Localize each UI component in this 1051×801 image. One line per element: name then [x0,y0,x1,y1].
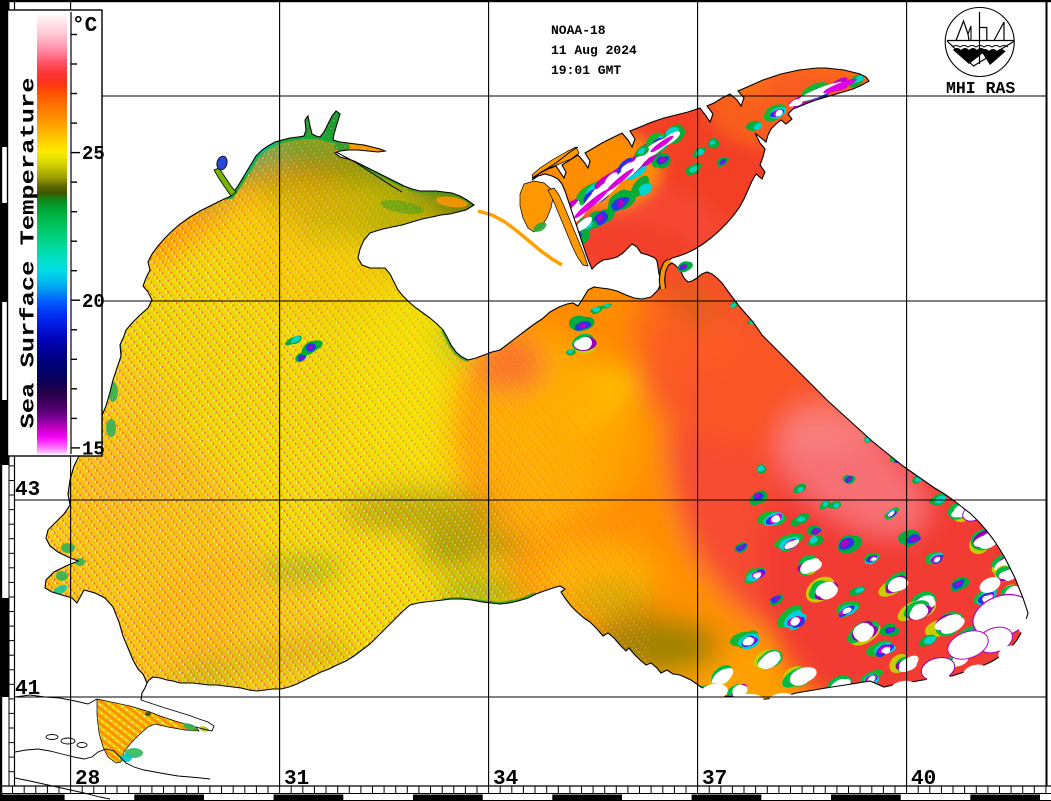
svg-text:11 Aug 2024: 11 Aug 2024 [551,43,637,58]
svg-text:°C: °C [72,15,98,38]
svg-text:37: 37 [702,768,727,791]
svg-text:25: 25 [82,143,105,165]
svg-text:41: 41 [15,678,40,701]
svg-text:28: 28 [75,768,100,791]
svg-text:MHI RAS: MHI RAS [946,79,1015,98]
svg-text:40: 40 [911,768,936,791]
svg-text:20: 20 [82,291,105,313]
svg-text:Sea Surface Temperature: Sea Surface Temperature [18,78,40,429]
svg-text:43: 43 [15,479,40,502]
svg-text:19:01 GMT: 19:01 GMT [551,63,621,78]
svg-text:34: 34 [493,768,518,791]
svg-text:31: 31 [284,768,309,791]
svg-text:15: 15 [82,438,105,460]
svg-text:NOAA-18: NOAA-18 [551,23,606,38]
